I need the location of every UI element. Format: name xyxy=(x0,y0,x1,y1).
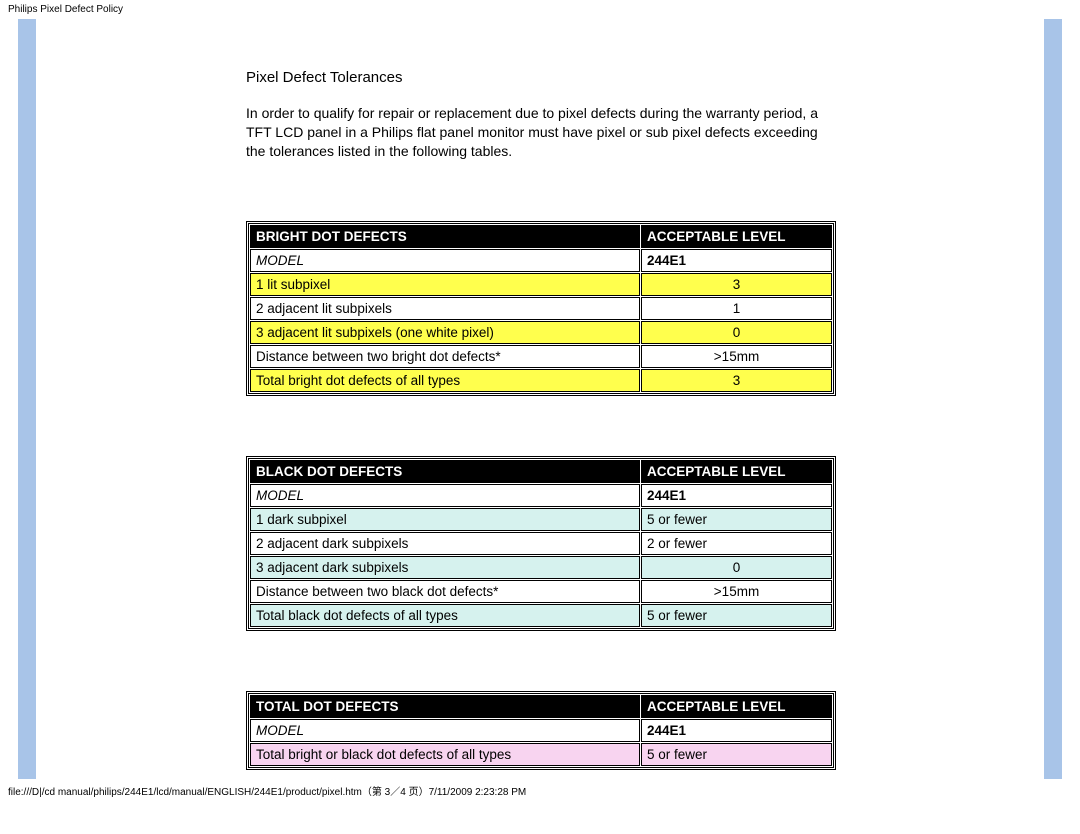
table-model-row: MODEL244E1 xyxy=(250,249,832,272)
table-header-right: ACCEPTABLE LEVEL xyxy=(641,225,832,248)
tables-container: BRIGHT DOT DEFECTSACCEPTABLE LEVELMODEL2… xyxy=(246,221,836,770)
row-label: 2 adjacent lit subpixels xyxy=(250,297,640,320)
row-value: 5 or fewer xyxy=(641,508,832,531)
content-inner: Pixel Defect Tolerances In order to qual… xyxy=(36,19,1044,779)
table-row: Total bright dot defects of all types3 xyxy=(250,369,832,392)
row-label: Total bright dot defects of all types xyxy=(250,369,640,392)
table-row: 2 adjacent dark subpixels2 or fewer xyxy=(250,532,832,555)
defect-table: TOTAL DOT DEFECTSACCEPTABLE LEVELMODEL24… xyxy=(246,691,836,770)
row-label: Distance between two black dot defects* xyxy=(250,580,640,603)
table-row: Distance between two bright dot defects*… xyxy=(250,345,832,368)
row-value: 5 or fewer xyxy=(641,743,832,766)
table-row: Total bright or black dot defects of all… xyxy=(250,743,832,766)
table-header-row: BRIGHT DOT DEFECTSACCEPTABLE LEVEL xyxy=(250,225,832,248)
table-row: 1 dark subpixel5 or fewer xyxy=(250,508,832,531)
row-value: 3 xyxy=(641,273,832,296)
table-model-row: MODEL244E1 xyxy=(250,484,832,507)
right-accent-bar xyxy=(1044,19,1062,779)
table-row: 1 lit subpixel3 xyxy=(250,273,832,296)
table-model-row: MODEL244E1 xyxy=(250,719,832,742)
model-value: 244E1 xyxy=(641,719,832,742)
model-label: MODEL xyxy=(250,719,640,742)
table-row: 3 adjacent dark subpixels0 xyxy=(250,556,832,579)
table-row: Total black dot defects of all types5 or… xyxy=(250,604,832,627)
table-header-right: ACCEPTABLE LEVEL xyxy=(641,460,832,483)
model-value: 244E1 xyxy=(641,484,832,507)
row-value: >15mm xyxy=(641,345,832,368)
defect-table: BLACK DOT DEFECTSACCEPTABLE LEVELMODEL24… xyxy=(246,456,836,631)
row-value: 3 xyxy=(641,369,832,392)
table-header-row: TOTAL DOT DEFECTSACCEPTABLE LEVEL xyxy=(250,695,832,718)
row-label: 2 adjacent dark subpixels xyxy=(250,532,640,555)
table-header-right: ACCEPTABLE LEVEL xyxy=(641,695,832,718)
table-header-row: BLACK DOT DEFECTSACCEPTABLE LEVEL xyxy=(250,460,832,483)
page-header: Philips Pixel Defect Policy xyxy=(0,0,1080,19)
model-label: MODEL xyxy=(250,484,640,507)
footer-path: file:///D|/cd manual/philips/244E1/lcd/m… xyxy=(0,779,1080,802)
table-header-left: TOTAL DOT DEFECTS xyxy=(250,695,640,718)
content-frame: Pixel Defect Tolerances In order to qual… xyxy=(18,19,1062,779)
row-label: 3 adjacent dark subpixels xyxy=(250,556,640,579)
row-value: 1 xyxy=(641,297,832,320)
row-value: 2 or fewer xyxy=(641,532,832,555)
left-accent-bar xyxy=(18,19,36,779)
row-value: >15mm xyxy=(641,580,832,603)
table-header-left: BRIGHT DOT DEFECTS xyxy=(250,225,640,248)
model-value: 244E1 xyxy=(641,249,832,272)
table-row: Distance between two black dot defects*>… xyxy=(250,580,832,603)
defect-table: BRIGHT DOT DEFECTSACCEPTABLE LEVELMODEL2… xyxy=(246,221,836,396)
row-value: 0 xyxy=(641,321,832,344)
model-label: MODEL xyxy=(250,249,640,272)
row-label: 1 lit subpixel xyxy=(250,273,640,296)
row-label: Total bright or black dot defects of all… xyxy=(250,743,640,766)
section-body: In order to qualify for repair or replac… xyxy=(246,104,836,161)
section-title: Pixel Defect Tolerances xyxy=(246,69,836,86)
row-label: 1 dark subpixel xyxy=(250,508,640,531)
table-row: 2 adjacent lit subpixels1 xyxy=(250,297,832,320)
table-header-left: BLACK DOT DEFECTS xyxy=(250,460,640,483)
row-value: 5 or fewer xyxy=(641,604,832,627)
row-label: 3 adjacent lit subpixels (one white pixe… xyxy=(250,321,640,344)
row-value: 0 xyxy=(641,556,832,579)
row-label: Total black dot defects of all types xyxy=(250,604,640,627)
row-label: Distance between two bright dot defects* xyxy=(250,345,640,368)
main-content: Pixel Defect Tolerances In order to qual… xyxy=(246,19,836,770)
table-row: 3 adjacent lit subpixels (one white pixe… xyxy=(250,321,832,344)
